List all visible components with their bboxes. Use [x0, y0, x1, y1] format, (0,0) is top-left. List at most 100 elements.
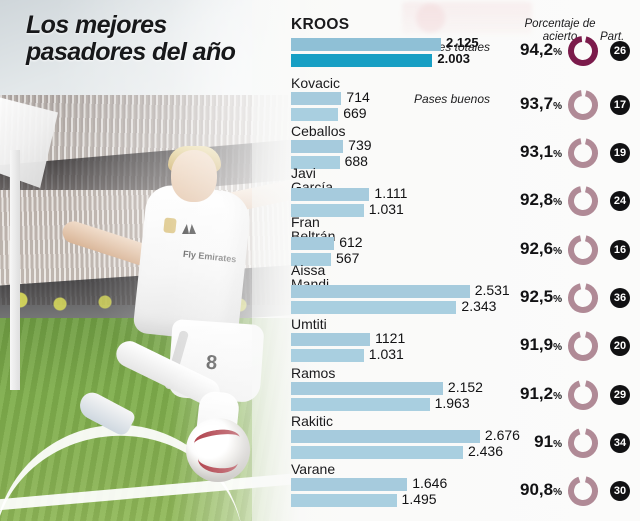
bar-total-passes [291, 333, 371, 346]
bar-good-passes [291, 494, 397, 507]
accuracy-donut [566, 329, 600, 363]
bar-total-passes [291, 188, 370, 201]
accuracy-donut [566, 34, 600, 68]
accuracy-donut [566, 233, 600, 267]
value-total-passes: 2.125 [446, 35, 479, 50]
page-title: Los mejores pasadores del año [26, 11, 236, 66]
accuracy-percent: 94,2% [496, 40, 562, 60]
matches-played-badge: 17 [610, 95, 630, 115]
value-total-passes: 2.531 [474, 282, 510, 298]
player-name: Ceballos [291, 123, 346, 139]
accuracy-percent: 91,9% [496, 335, 562, 355]
player-name: Varane [291, 461, 336, 477]
bar-good-passes [291, 398, 430, 411]
bar-total-passes [291, 38, 442, 51]
percent-symbol: % [553, 101, 562, 112]
accuracy-value: 93,7 [520, 94, 554, 113]
bar-good-passes [291, 204, 364, 217]
value-good-passes: 2.003 [437, 51, 470, 66]
accuracy-percent: 92,8% [496, 190, 562, 210]
bar-total-passes [291, 382, 443, 395]
bar-good-passes [291, 349, 364, 362]
bar-good-passes [291, 156, 340, 169]
percent-symbol: % [553, 342, 562, 353]
accuracy-percent: 93,7% [496, 94, 562, 114]
percent-symbol: % [553, 246, 562, 257]
value-total-passes: 714 [346, 89, 370, 105]
accuracy-value: 90,8 [520, 480, 554, 499]
matches-played-badge: 24 [610, 191, 630, 211]
bar-total-passes [291, 430, 480, 443]
value-good-passes: 2.343 [461, 298, 497, 314]
accuracy-value: 91,9 [520, 335, 554, 354]
percent-symbol: % [553, 149, 562, 160]
percent-symbol: % [553, 47, 562, 58]
accuracy-value: 93,1 [520, 142, 554, 161]
accuracy-value: 92,5 [520, 287, 554, 306]
player-name: Umtiti [291, 316, 327, 332]
accuracy-percent: 93,1% [496, 142, 562, 162]
accuracy-donut [566, 184, 600, 218]
value-good-passes: 669 [343, 105, 367, 121]
accuracy-donut [566, 474, 600, 508]
matches-played-badge: 34 [610, 433, 630, 453]
accuracy-value: 94,2 [520, 40, 554, 59]
accuracy-percent: 91,2% [496, 384, 562, 404]
bar-good-passes [291, 301, 457, 314]
bar-total-passes [291, 285, 470, 298]
matches-played-badge: 16 [610, 240, 630, 260]
percent-symbol: % [553, 487, 562, 498]
value-total-passes: 1.646 [412, 475, 448, 491]
value-total-passes: 1121 [375, 330, 406, 346]
value-good-passes: 2.436 [467, 443, 504, 459]
value-total-passes: 2.676 [484, 427, 520, 443]
accuracy-value: 91,2 [520, 384, 554, 403]
accuracy-percent: 92,5% [496, 287, 562, 307]
accuracy-percent: 92,6% [496, 239, 562, 259]
value-total-passes: 739 [348, 137, 372, 153]
percent-symbol: % [553, 391, 562, 402]
bar-total-passes [291, 478, 408, 491]
value-good-passes: 567 [336, 250, 360, 266]
percent-symbol: % [553, 294, 562, 305]
accuracy-value: 91 [534, 432, 554, 451]
watermark [402, 2, 532, 34]
bar-total-passes [291, 92, 342, 105]
value-good-passes: 1.031 [368, 201, 404, 217]
column-header-part: Part. [600, 31, 625, 43]
player-name: KROOS [291, 16, 350, 33]
value-good-passes: 1.963 [434, 395, 470, 411]
matches-played-badge: 26 [610, 41, 630, 61]
bar-total-passes [291, 237, 335, 250]
accuracy-donut [566, 136, 600, 170]
percent-symbol: % [553, 439, 562, 450]
bar-good-passes [291, 253, 332, 266]
value-good-passes: 1.495 [401, 491, 437, 507]
player-name: Kovacic [291, 75, 341, 91]
bar-good-passes [291, 54, 433, 67]
matches-played-badge: 19 [610, 143, 630, 163]
accuracy-donut [566, 426, 600, 460]
accuracy-value: 92,6 [520, 239, 554, 258]
value-total-passes: 1.111 [374, 185, 408, 201]
bar-total-passes [291, 140, 344, 153]
column-header-percent: Porcentaje de acierto [524, 18, 596, 43]
legend-good-passes: Pases buenos [413, 92, 490, 106]
accuracy-percent: 90,8% [496, 480, 562, 500]
value-total-passes: 612 [339, 234, 363, 250]
player-name: Rakitic [291, 413, 334, 429]
percent-symbol: % [553, 197, 562, 208]
matches-played-badge: 20 [610, 336, 630, 356]
accuracy-percent: 91% [496, 432, 562, 452]
photo-light-haze [0, 0, 300, 521]
player-name: Ramos [291, 365, 336, 381]
value-good-passes: 688 [344, 153, 368, 169]
matches-played-badge: 30 [610, 481, 630, 501]
accuracy-value: 92,8 [520, 190, 554, 209]
accuracy-donut [566, 88, 600, 122]
value-good-passes: 1.031 [368, 346, 404, 362]
bar-good-passes [291, 108, 339, 121]
accuracy-donut [566, 281, 600, 315]
bar-good-passes [291, 446, 463, 459]
